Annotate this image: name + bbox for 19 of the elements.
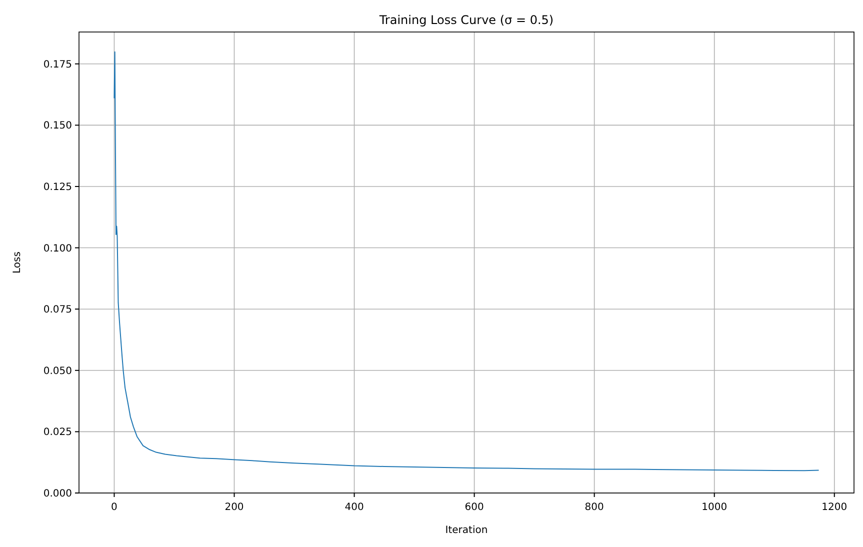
y-tick-label: 0.050 (43, 366, 72, 377)
y-tick-label: 0.000 (43, 488, 72, 500)
y-tick-label: 0.175 (43, 59, 72, 70)
y-axis-title: Loss (12, 252, 23, 274)
y-tick-label: 0.025 (43, 427, 72, 438)
chart-title: Training Loss Curve (σ = 0.5) (378, 13, 554, 27)
x-tick-label: 800 (584, 502, 604, 513)
x-tick-label: 600 (464, 502, 484, 513)
x-tick-label: 200 (224, 502, 244, 513)
y-tick-label: 0.100 (43, 243, 72, 254)
y-tick-label: 0.125 (43, 182, 72, 193)
x-tick-label: 0 (111, 502, 118, 513)
x-axis-title: Iteration (445, 525, 488, 536)
y-tick-label: 0.150 (43, 120, 72, 132)
line-series (114, 51, 820, 472)
x-tick-label: 1200 (822, 502, 848, 513)
x-tick-label: 400 (344, 502, 364, 513)
y-tick-label: 0.075 (43, 304, 72, 316)
x-tick-label: 1000 (702, 502, 728, 513)
